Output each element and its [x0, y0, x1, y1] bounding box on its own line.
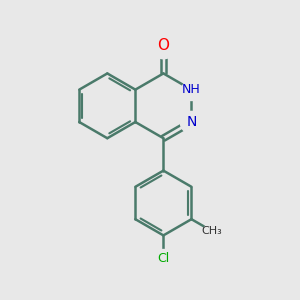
Text: NH: NH [182, 83, 201, 96]
Text: N: N [186, 115, 197, 129]
Text: O: O [158, 38, 169, 53]
Text: Cl: Cl [157, 252, 170, 265]
Text: CH₃: CH₃ [201, 226, 222, 236]
